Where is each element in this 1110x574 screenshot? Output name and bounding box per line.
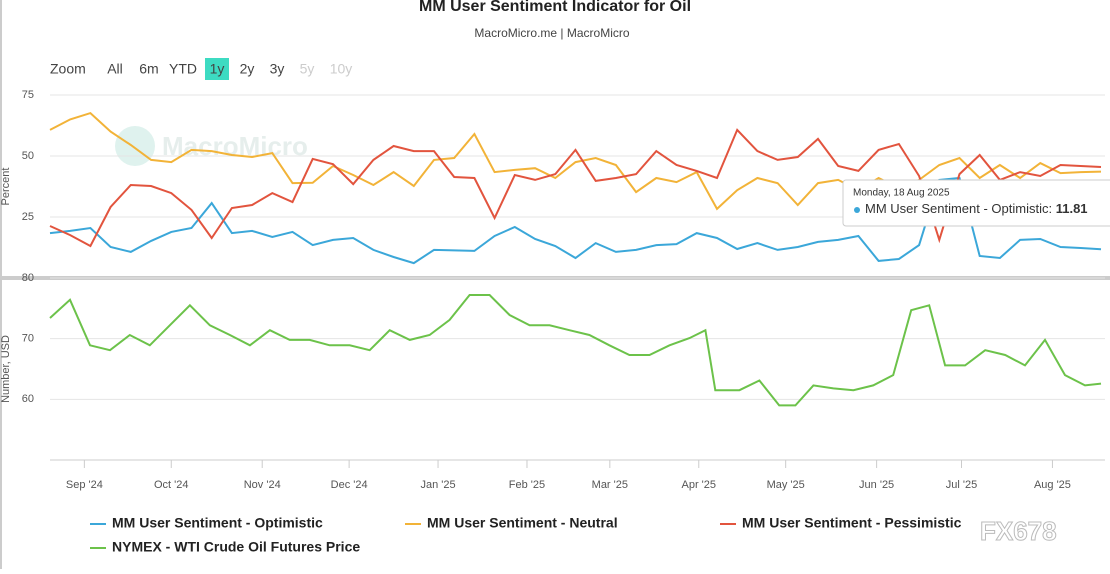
tooltip-dot	[854, 207, 860, 213]
y-tick-label: 70	[22, 333, 34, 345]
zoom-button[interactable]: 2y	[240, 61, 255, 77]
zoom-button-bg	[205, 58, 229, 80]
zoom-button[interactable]: YTD	[169, 61, 197, 77]
y-tick-label: 60	[22, 393, 34, 405]
zoom-button[interactable]: 6m	[139, 61, 158, 77]
tooltip: Monday, 18 Aug 2025 MM User Sentiment - …	[842, 179, 1110, 227]
x-tick-label: Jul '25	[946, 479, 977, 491]
corner-watermark: FX678	[980, 516, 1057, 546]
legend-label[interactable]: NYMEX - WTI Crude Oil Futures Price	[112, 539, 360, 555]
x-tick-label: Jun '25	[859, 479, 894, 491]
y-axis-title: Number, USD	[0, 335, 12, 403]
y-tick-label: 25	[22, 211, 34, 223]
y-tick-label: 50	[22, 150, 34, 162]
y-tick-label: 80	[22, 272, 34, 284]
x-tick-label: Dec '24	[331, 479, 368, 491]
y-tick-label: 75	[22, 89, 34, 101]
x-tick-label: Feb '25	[509, 479, 545, 491]
tooltip-name: MM User Sentiment - Optimistic:	[865, 201, 1052, 216]
x-tick-label: May '25	[767, 479, 805, 491]
tooltip-box	[842, 179, 1110, 227]
x-tick-label: Oct '24	[154, 479, 189, 491]
x-tick-label: Jan '25	[420, 479, 455, 491]
x-tick-label: Sep '24	[66, 479, 103, 491]
zoom-button[interactable]: 3y	[270, 61, 285, 77]
y-axis-title: Percent	[0, 168, 12, 206]
legend-label[interactable]: MM User Sentiment - Pessimistic	[742, 515, 962, 531]
zoom-button[interactable]: 10y	[330, 61, 353, 77]
zoom-button[interactable]: 5y	[300, 61, 315, 77]
x-tick-label: Apr '25	[682, 479, 717, 491]
legend-label[interactable]: MM User Sentiment - Neutral	[427, 515, 618, 531]
zoom-label: Zoom	[50, 61, 86, 77]
chart-title: MM User Sentiment Indicator for Oil	[419, 0, 691, 15]
zoom-button[interactable]: 1y	[210, 61, 225, 77]
chart-subtitle: MacroMicro.me | MacroMicro	[474, 26, 629, 40]
legend-label[interactable]: MM User Sentiment - Optimistic	[112, 515, 323, 531]
zoom-buttons: All 6m YTD 1y 2y 3y 5y 10y	[107, 58, 352, 80]
x-tick-label: Aug '25	[1034, 479, 1071, 491]
series-line	[49, 111, 1102, 211]
zoom-button[interactable]: All	[107, 61, 123, 77]
tooltip-date: Monday, 18 Aug 2025	[853, 188, 950, 199]
tooltip-text: MM User Sentiment - Optimistic: 11.81	[865, 201, 1088, 216]
x-tick-label: Mar '25	[592, 479, 628, 491]
watermark-logo	[115, 126, 155, 166]
legend: MM User Sentiment - Optimistic MM User Se…	[90, 515, 962, 555]
x-tick-label: Nov '24	[244, 479, 281, 491]
tooltip-value: 11.81	[1056, 201, 1088, 216]
series-line	[49, 294, 1102, 407]
plot-area: Percent 25 50 75 Number, USD 60 70 80 Sep '24 Oct…	[0, 89, 1105, 491]
